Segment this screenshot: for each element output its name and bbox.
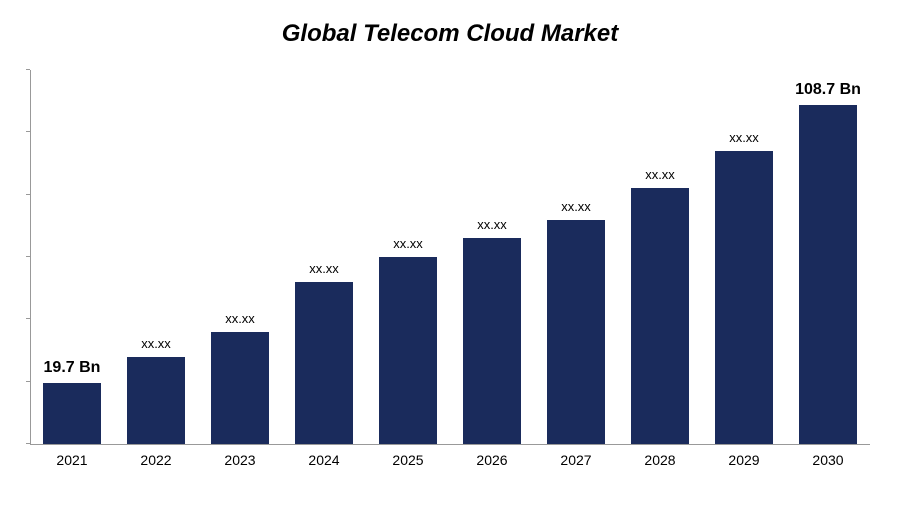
bar-value-label: 108.7 Bn <box>795 81 861 99</box>
bar <box>631 188 688 444</box>
bar <box>799 105 856 444</box>
bar-group: xx.xx <box>618 70 702 444</box>
bar-value-label: xx.xx <box>309 261 339 276</box>
bar-group: xx.xx <box>366 70 450 444</box>
chart-title: Global Telecom Cloud Market <box>0 0 900 58</box>
bars-container: 19.7 Bn xx.xx xx.xx xx.xx xx.xx xx.xx xx.xx xx.… <box>30 70 870 444</box>
x-axis-label: 2023 <box>198 452 282 468</box>
bar-group: xx.xx <box>450 70 534 444</box>
bar-value-label: xx.xx <box>477 217 507 232</box>
x-axis-label: 2022 <box>114 452 198 468</box>
bar-group: xx.xx <box>198 70 282 444</box>
bar-value-label: xx.xx <box>645 167 675 182</box>
bar-group: xx.xx <box>534 70 618 444</box>
x-axis-label: 2027 <box>534 452 618 468</box>
x-axis-label: 2029 <box>702 452 786 468</box>
bar-value-label: xx.xx <box>393 236 423 251</box>
x-axis: 2021202220232024202520262027202820292030 <box>30 445 870 475</box>
bar <box>547 220 604 444</box>
x-axis-label: 2028 <box>618 452 702 468</box>
bar-value-label: xx.xx <box>225 311 255 326</box>
bar-group: xx.xx <box>702 70 786 444</box>
bar <box>127 357 184 444</box>
x-axis-label: 2024 <box>282 452 366 468</box>
x-axis-label: 2021 <box>30 452 114 468</box>
bar-group: 19.7 Bn <box>30 70 114 444</box>
bar-value-label: xx.xx <box>141 336 171 351</box>
plot-area: 19.7 Bn xx.xx xx.xx xx.xx xx.xx xx.xx xx.xx xx.… <box>30 70 870 445</box>
bar <box>715 151 772 444</box>
bar-value-label: xx.xx <box>561 199 591 214</box>
bar <box>43 383 100 444</box>
x-axis-label: 2026 <box>450 452 534 468</box>
bar-value-label: 19.7 Bn <box>44 359 101 377</box>
bar <box>211 332 268 444</box>
bar-group: xx.xx <box>114 70 198 444</box>
x-axis-label: 2025 <box>366 452 450 468</box>
bar <box>463 238 520 444</box>
bar-value-label: xx.xx <box>729 130 759 145</box>
bar <box>295 282 352 444</box>
bar-group: 108.7 Bn <box>786 70 870 444</box>
bar <box>379 257 436 444</box>
bar-group: xx.xx <box>282 70 366 444</box>
chart-area: 19.7 Bn xx.xx xx.xx xx.xx xx.xx xx.xx xx.xx xx.… <box>30 70 870 475</box>
x-axis-label: 2030 <box>786 452 870 468</box>
